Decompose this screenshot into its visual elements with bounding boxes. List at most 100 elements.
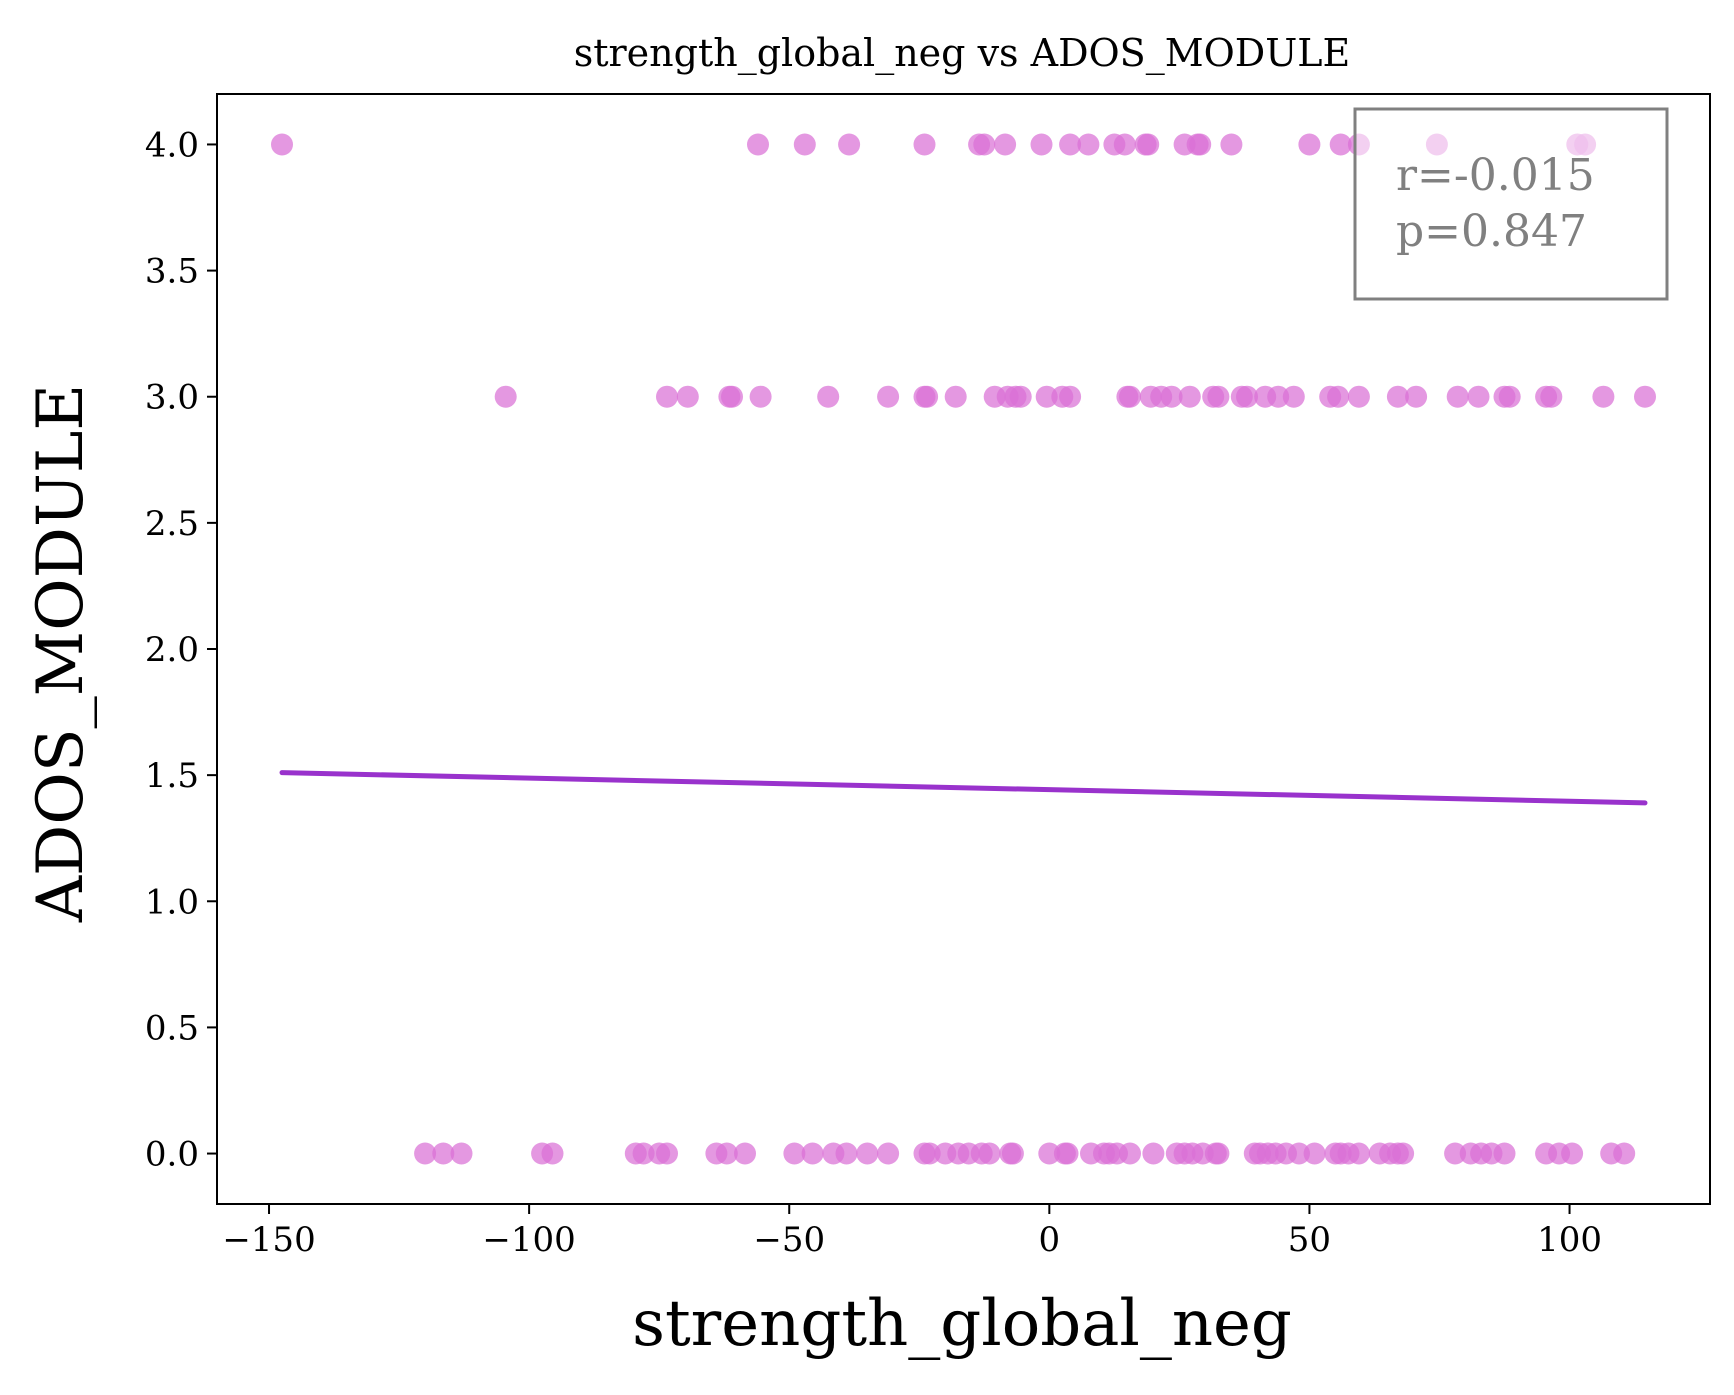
y-tick-label: 1.0 xyxy=(145,882,199,922)
y-tick-label: 3.0 xyxy=(145,378,199,418)
scatter-point xyxy=(1282,385,1305,408)
scatter-point xyxy=(721,385,743,408)
chart-title: strength_global_neg vs ADOS_MODULE xyxy=(574,31,1351,76)
scatter-point xyxy=(1303,1142,1326,1165)
scatter-point xyxy=(1001,1142,1024,1165)
ticks-layer: −150 −100 −50 0 50 100 0.0 0.5 1.0 1.5 2.0 2.5 3.0 3.… xyxy=(145,125,1602,1260)
y-tick-label: 2.0 xyxy=(145,630,199,670)
y-tick-label: 1.5 xyxy=(145,756,199,796)
scatter-point xyxy=(656,385,678,408)
scatter-point xyxy=(1035,385,1058,408)
y-axis-label: ADOS_MODULE xyxy=(24,384,98,923)
scatter-point xyxy=(994,133,1017,156)
scatter-point xyxy=(801,1142,824,1165)
scatter-point xyxy=(838,133,861,156)
scatter-point xyxy=(918,1142,941,1165)
scatter-point xyxy=(1634,385,1656,408)
regression-line xyxy=(279,770,1648,806)
y-tick-label: 4.0 xyxy=(145,125,199,165)
scatter-point xyxy=(1592,385,1615,408)
stats-p-value: p=0.847 xyxy=(1396,206,1587,257)
scatter-point xyxy=(1077,133,1100,156)
scatter-point xyxy=(1444,1142,1467,1165)
scatter-point xyxy=(913,133,936,156)
y-tick-label: 3.5 xyxy=(145,252,199,292)
scatter-point xyxy=(1119,1142,1141,1165)
scatter-point xyxy=(1207,1142,1230,1165)
scatter-point xyxy=(1392,1142,1415,1165)
scatter-point xyxy=(793,133,816,156)
scatter-point xyxy=(1030,133,1053,156)
scatter-point xyxy=(1178,385,1201,408)
scatter-point xyxy=(877,385,900,408)
scatter-point xyxy=(978,1142,1001,1165)
scatter-point xyxy=(656,1142,678,1165)
scatter-point xyxy=(632,1142,655,1165)
plot-frame xyxy=(216,93,1711,1205)
scatter-point xyxy=(1613,1142,1636,1165)
y-tick-label: 0.0 xyxy=(145,1135,199,1175)
scatter-point xyxy=(817,385,840,408)
scatter-point xyxy=(1446,385,1469,408)
scatter-point xyxy=(1056,1142,1079,1165)
x-tick-label: 100 xyxy=(1537,1220,1602,1260)
scatter-point xyxy=(1059,385,1082,408)
stats-box: r=-0.015 p=0.847 xyxy=(1353,107,1669,301)
scatter-point xyxy=(973,133,996,156)
scatter-point xyxy=(1142,1142,1165,1165)
x-tick-label: 50 xyxy=(1288,1220,1331,1260)
scatter-point xyxy=(541,1142,564,1165)
scatter-point xyxy=(1038,1142,1061,1165)
points-layer xyxy=(271,133,1656,1165)
scatter-point xyxy=(1189,133,1212,156)
x-tick-label: −100 xyxy=(482,1220,575,1260)
scatter-point xyxy=(1540,385,1563,408)
x-axis-label: strength_global_neg xyxy=(632,1287,1292,1361)
stats-box-frame xyxy=(1353,107,1669,301)
scatter-point xyxy=(1267,385,1290,408)
scatter-point xyxy=(856,1142,879,1165)
x-tick-label: −150 xyxy=(222,1220,315,1260)
scatter-point xyxy=(1236,385,1258,408)
scatter-point xyxy=(1347,385,1370,408)
scatter-point xyxy=(1467,385,1490,408)
scatter-point xyxy=(1009,385,1032,408)
scatter-point xyxy=(494,385,517,408)
scatter-point xyxy=(450,1142,473,1165)
scatter-point xyxy=(1347,1142,1370,1165)
scatter-point xyxy=(1329,133,1352,156)
scatter-point xyxy=(1113,133,1136,156)
scatter-point xyxy=(1493,1142,1516,1165)
scatter-point xyxy=(916,385,939,408)
scatter-point xyxy=(1160,385,1183,408)
x-tick-label: 0 xyxy=(1039,1220,1061,1260)
scatter-point xyxy=(1386,385,1409,408)
scatter-point xyxy=(1298,133,1321,156)
scatter-point xyxy=(1498,385,1521,408)
scatter-point xyxy=(877,1142,900,1165)
scatter-point xyxy=(734,1142,756,1165)
scatter-point xyxy=(783,1142,806,1165)
scatter-point xyxy=(1207,385,1230,408)
scatter-point xyxy=(749,385,772,408)
scatter-point xyxy=(1327,385,1350,408)
scatter-point xyxy=(944,385,967,408)
x-tick-label: −50 xyxy=(753,1220,825,1260)
regression-layer xyxy=(279,770,1648,806)
y-tick-label: 2.5 xyxy=(145,504,199,544)
y-tick-label: 0.5 xyxy=(145,1008,199,1048)
scatter-point xyxy=(271,133,293,156)
scatter-point xyxy=(1561,1142,1584,1165)
scatter-point xyxy=(1137,133,1160,156)
scatter-point xyxy=(432,1142,455,1165)
stats-r-value: r=-0.015 xyxy=(1396,150,1595,201)
scatter-point xyxy=(1288,1142,1310,1165)
scatter-point xyxy=(414,1142,437,1165)
scatter-point xyxy=(835,1142,858,1165)
scatter-point xyxy=(676,385,699,408)
scatter-point xyxy=(1220,133,1243,156)
scatter-point xyxy=(747,133,769,156)
scatter-point xyxy=(1405,385,1428,408)
